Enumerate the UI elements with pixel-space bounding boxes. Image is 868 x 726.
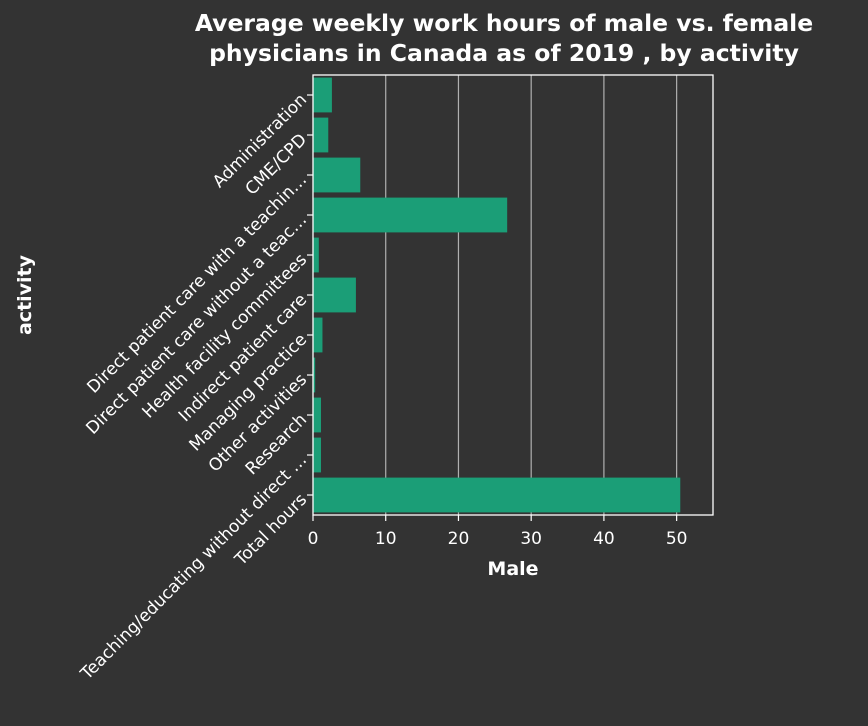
x-tick-label: 40 <box>593 529 615 549</box>
bar <box>313 437 321 473</box>
gridlines <box>385 75 678 515</box>
x-tick-label: 20 <box>448 529 470 549</box>
plot-frame <box>312 74 714 516</box>
x-tick-label: 0 <box>308 529 319 549</box>
chart-title-line: physicians in Canada as of 2019 , by act… <box>209 39 799 67</box>
chart-title-line: Average weekly work hours of male vs. fe… <box>195 9 813 37</box>
y-tick-label: Teaching/educating without direct … <box>76 450 311 685</box>
x-tick-label: 30 <box>520 529 542 549</box>
y-axis-label: activity <box>14 254 36 335</box>
bar <box>313 237 319 273</box>
x-tick-label: 10 <box>375 529 397 549</box>
bar <box>313 357 316 393</box>
bar <box>313 477 681 513</box>
x-axis-label: Male <box>487 558 538 580</box>
x-axis: 0 10 20 30 40 50 <box>308 515 688 549</box>
bar <box>313 77 332 113</box>
bar <box>313 317 323 353</box>
bar <box>313 117 329 153</box>
bar <box>313 157 361 193</box>
bar <box>313 397 321 433</box>
bars <box>313 77 681 513</box>
bar <box>313 277 356 313</box>
bar <box>313 197 508 233</box>
chart-title: Average weekly work hours of male vs. fe… <box>195 9 813 67</box>
x-tick-label: 50 <box>666 529 688 549</box>
